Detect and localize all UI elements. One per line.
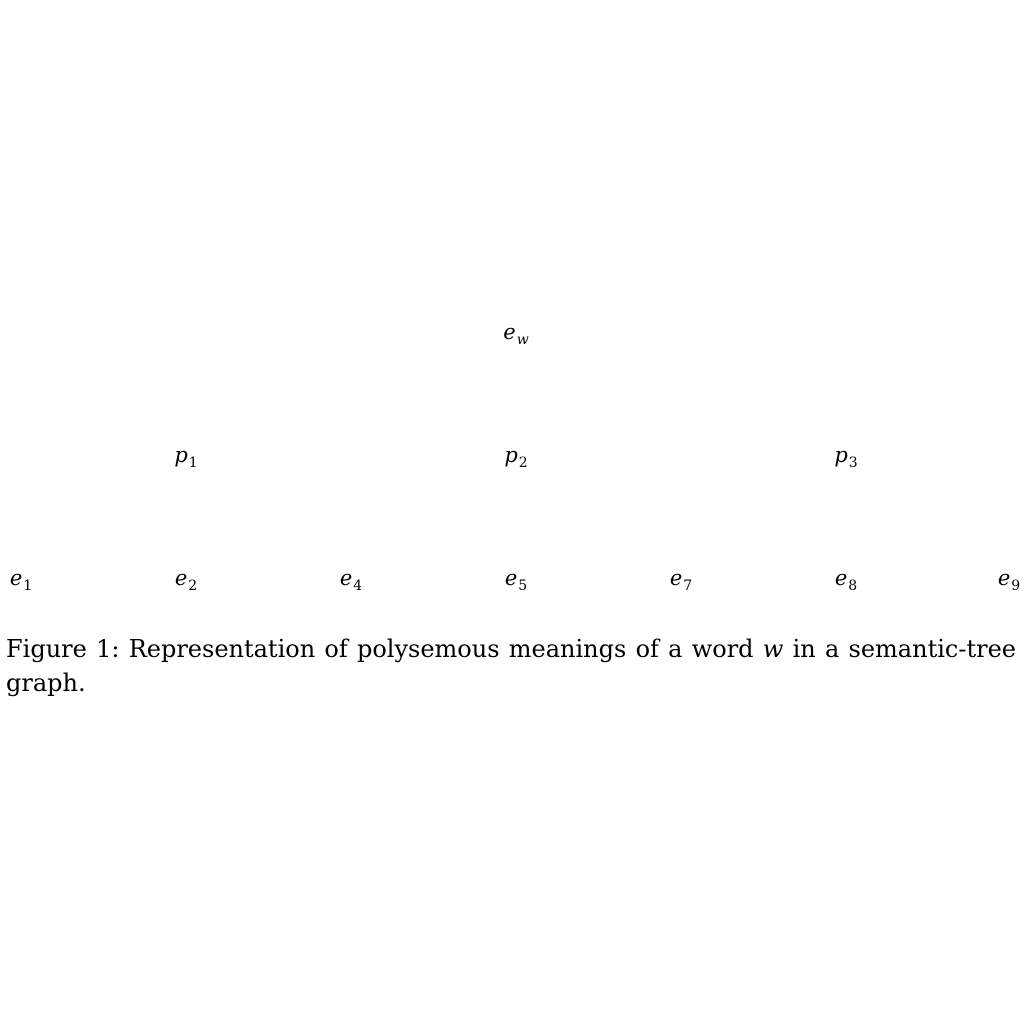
middle-node-base: p xyxy=(504,443,518,467)
leaf-node-sub: 9 xyxy=(1011,578,1021,594)
caption-text-after: in a semantic-tree graph. xyxy=(6,635,1016,697)
middle-node-base: p xyxy=(174,443,188,467)
figure-caption: Figure 1: Representation of polysemous m… xyxy=(6,632,1016,700)
leaf-node-base: e xyxy=(834,566,848,590)
leaf-node-base: e xyxy=(669,566,683,590)
leaf-node-base: e xyxy=(504,566,518,590)
leaf-node-base: e xyxy=(997,566,1011,590)
leaf-node-sub: 7 xyxy=(683,578,693,594)
semantic-tree-diagram: ew p1 p2 p3 e1 e2 e4 e5 e7 e8 e9 xyxy=(9,320,1021,594)
leaf-node-base: e xyxy=(9,566,23,590)
leaf-node-sub: 5 xyxy=(518,578,528,594)
leaf-node-base: e xyxy=(174,566,188,590)
root-node-base: e xyxy=(503,320,516,344)
leaf-node-e2: e2 xyxy=(174,566,198,594)
leaf-node-sub: 2 xyxy=(188,578,198,594)
middle-node-base: p xyxy=(834,443,848,467)
leaf-node-sub: 8 xyxy=(848,578,858,594)
middle-node-sub: 1 xyxy=(188,455,198,471)
figure-label: Figure 1: xyxy=(6,635,120,663)
leaf-node-sub: 1 xyxy=(23,578,33,594)
leaf-node-e5: e5 xyxy=(504,566,528,594)
leaf-node-base: e xyxy=(339,566,353,590)
caption-text-before: Representation of polysemous meanings of… xyxy=(128,635,754,663)
middle-node-p3: p3 xyxy=(834,443,858,471)
middle-node-p2: p2 xyxy=(504,443,528,471)
middle-node-sub: 2 xyxy=(518,455,528,471)
leaf-node-sub: 4 xyxy=(353,578,363,594)
leaf-node-e8: e8 xyxy=(834,566,858,594)
middle-node-sub: 3 xyxy=(848,455,858,471)
root-node-sub: w xyxy=(516,332,529,348)
root-node-ew: ew xyxy=(503,320,529,348)
leaf-node-e1: e1 xyxy=(9,566,33,594)
leaf-node-e7: e7 xyxy=(669,566,693,594)
middle-node-p1: p1 xyxy=(174,443,198,471)
leaf-node-e9: e9 xyxy=(997,566,1021,594)
leaf-node-e4: e4 xyxy=(339,566,363,594)
caption-math-variable: w xyxy=(762,635,784,663)
